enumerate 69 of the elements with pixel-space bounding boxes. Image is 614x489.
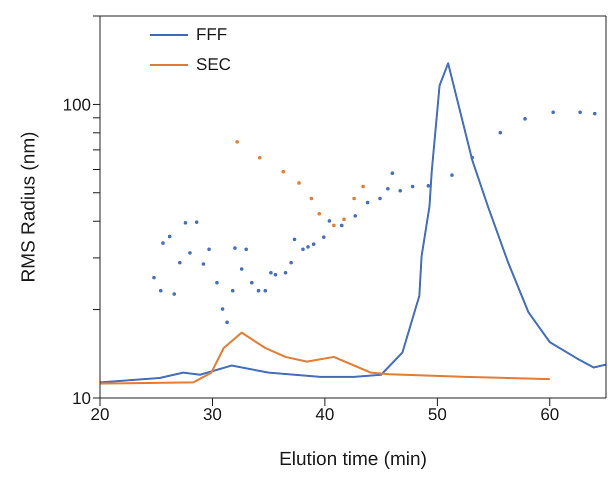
point <box>152 276 156 280</box>
x-tick-label: 30 <box>202 405 222 424</box>
point <box>235 140 239 144</box>
point <box>215 280 219 284</box>
point <box>172 292 176 296</box>
x-tick-label: 60 <box>540 405 560 424</box>
point <box>306 245 310 249</box>
point <box>250 280 254 284</box>
point <box>220 307 224 311</box>
point <box>426 184 430 188</box>
point <box>264 288 268 292</box>
point <box>450 173 454 177</box>
point <box>410 184 414 188</box>
x-axis-title: Elution time (min) <box>279 449 427 470</box>
point <box>289 260 293 264</box>
line-series <box>100 332 551 385</box>
point <box>592 112 597 116</box>
point <box>353 214 358 218</box>
point <box>274 272 278 276</box>
point <box>317 212 322 216</box>
point <box>233 246 237 250</box>
point <box>256 288 260 292</box>
point <box>310 196 314 200</box>
point <box>390 171 394 175</box>
point <box>470 156 474 160</box>
point <box>366 200 370 204</box>
point <box>194 220 198 224</box>
x-tick-label: 40 <box>315 405 334 424</box>
point <box>184 221 188 225</box>
legend-label: FFF <box>196 25 228 45</box>
point <box>282 170 286 174</box>
point <box>332 224 336 228</box>
point <box>352 196 356 200</box>
point <box>551 110 555 114</box>
point <box>258 156 262 160</box>
point <box>284 270 288 275</box>
point <box>340 224 344 228</box>
point <box>361 184 365 188</box>
point <box>328 219 332 223</box>
point <box>161 241 165 245</box>
point <box>578 110 582 114</box>
y-axis-title: RMS Radius (nm) <box>18 132 40 282</box>
x-tick-label: 20 <box>90 405 110 424</box>
point <box>378 196 382 200</box>
point <box>301 248 305 252</box>
point <box>342 218 346 222</box>
point <box>244 248 248 252</box>
point <box>230 288 234 292</box>
point <box>292 238 296 242</box>
point <box>312 242 316 246</box>
point <box>386 186 390 191</box>
point <box>225 320 229 324</box>
x-tick-label: 50 <box>428 405 447 424</box>
y-tick-label: 10 <box>72 389 91 408</box>
point <box>158 288 163 292</box>
point <box>168 234 172 238</box>
point <box>202 262 206 266</box>
point <box>188 251 192 255</box>
point <box>523 117 527 121</box>
y-tick-label: 100 <box>62 95 91 114</box>
point <box>498 130 502 134</box>
point <box>398 188 402 193</box>
point <box>269 270 273 275</box>
point <box>297 181 301 185</box>
point <box>240 267 244 271</box>
legend-label: SEC <box>196 55 231 75</box>
point <box>207 248 211 252</box>
point <box>322 235 326 239</box>
point <box>178 260 182 264</box>
